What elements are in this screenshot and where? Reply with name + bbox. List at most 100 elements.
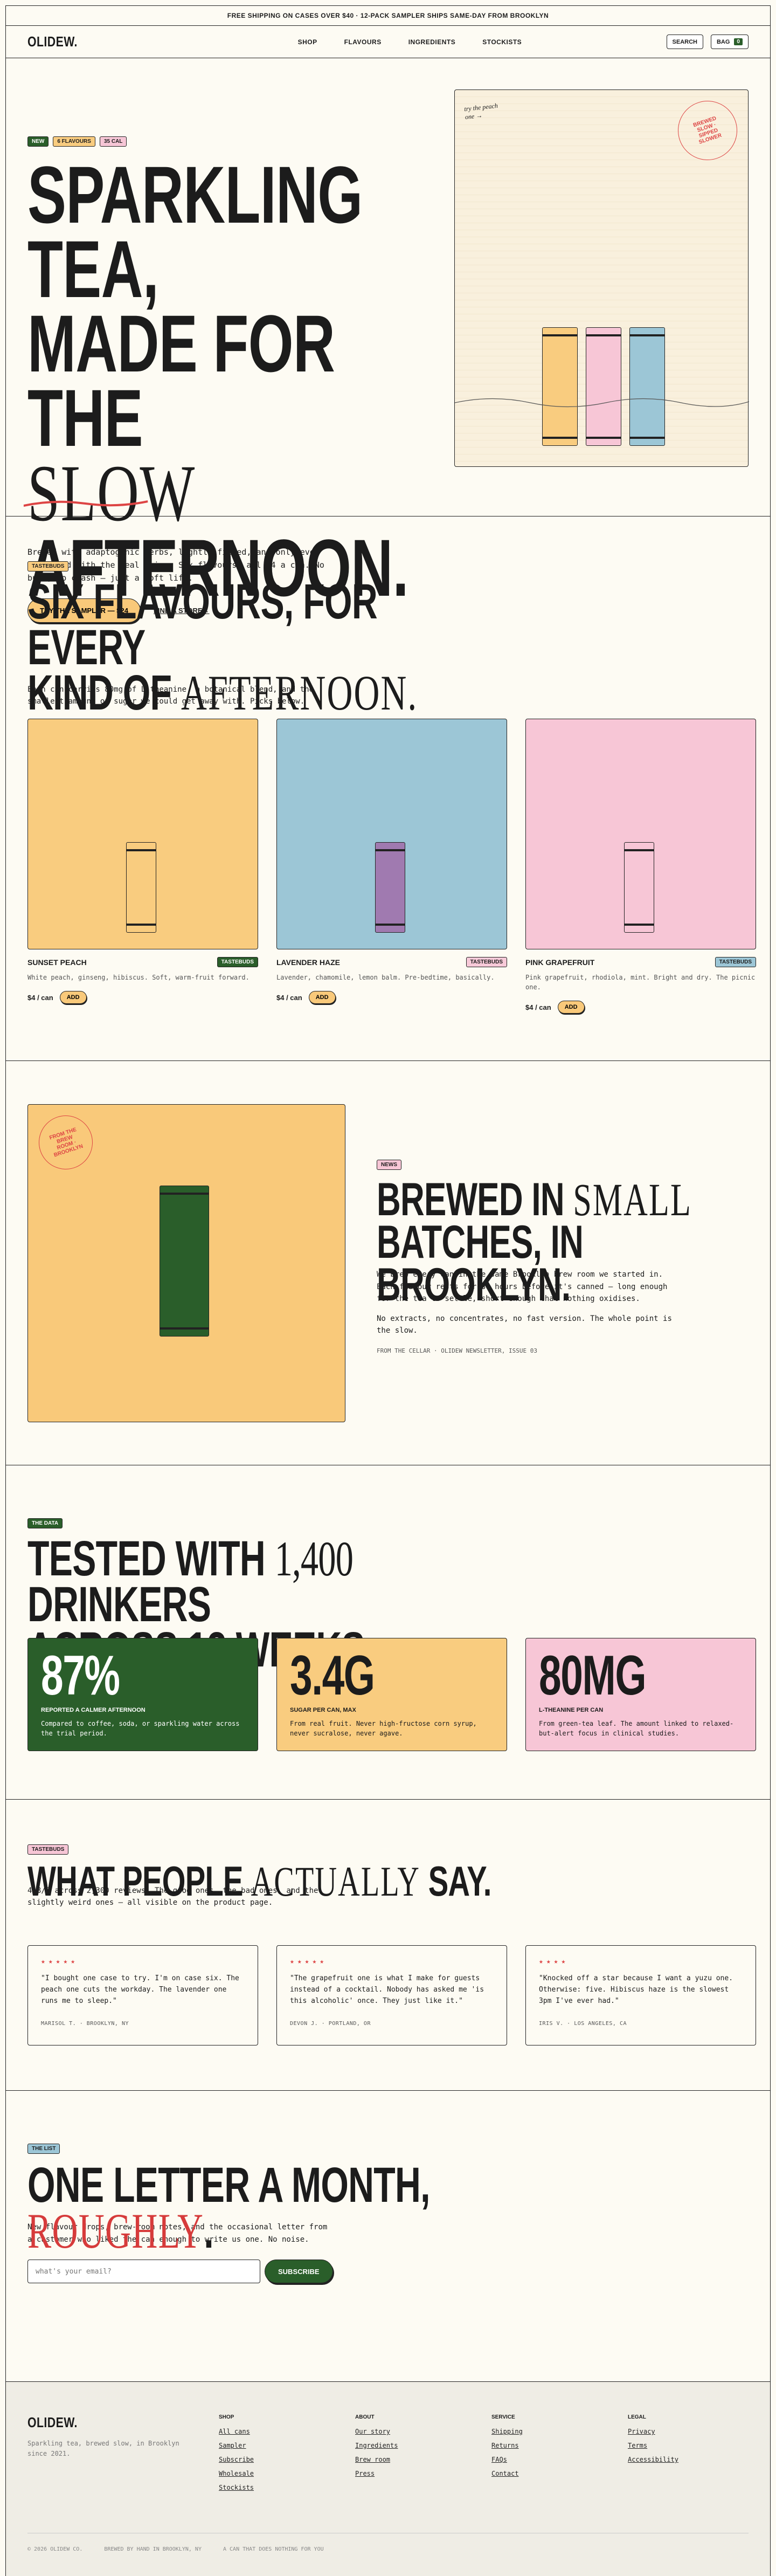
search-label: SEARCH — [672, 38, 697, 45]
email-field[interactable] — [27, 2260, 260, 2284]
footer-link[interactable]: Terms — [628, 2442, 648, 2449]
hero-section: NEW 6 FLAVOURS 35 CAL SPARKLING TEA, MAD… — [6, 58, 770, 623]
find-store-link[interactable]: FIND A STORE→ — [153, 607, 210, 615]
hero-title-line2: MADE FOR THE — [27, 298, 335, 463]
story-image: FROM THE BREW ROOM · BROOKLYN — [27, 1104, 345, 1422]
main-nav: SHOP FLAVOURS INGREDIENTS STOCKISTS — [298, 38, 522, 46]
newsletter-tag: THE LIST — [27, 2144, 60, 2154]
footer-link[interactable]: Brew room — [355, 2456, 391, 2463]
wave-icon — [455, 398, 749, 408]
flavour-card[interactable]: SUNSET PEACH TASTEBUDS White peach, ginse… — [27, 719, 258, 1014]
hero-illustration: try the peach one → BREWED SLOW · SIPPED… — [454, 89, 749, 467]
add-button[interactable]: ADD — [557, 1001, 585, 1014]
review-quote: "The grapefruit one is what I make for g… — [290, 1974, 484, 2005]
bag-button[interactable]: BAG 0 — [710, 35, 749, 49]
flavour-card-row: SUNSET PEACH TASTEBUDS — [27, 957, 258, 967]
footer-link[interactable]: Accessibility — [628, 2456, 678, 2463]
footer-link[interactable]: Subscribe — [219, 2456, 254, 2463]
footer-link[interactable]: Press — [355, 2470, 375, 2477]
flavour-card[interactable]: LAVENDER HAZE TASTEBUDS Lavender, chamomi… — [276, 719, 507, 1014]
newsletter-body: New flavour drops, brew-room notes, and … — [27, 2223, 328, 2244]
reviews-header: TASTEBUDS WHAT PEOPLE ACTUALLY SAY. 4.8/… — [27, 1843, 674, 1909]
stat-label: SUGAR PER CAN, MAX — [290, 1706, 356, 1713]
add-button[interactable]: ADD — [59, 991, 87, 1004]
hero-ctas: TRY THE SAMPLER — $24 FIND A STORE→ — [27, 598, 426, 623]
flavour-badge: TASTEBUDS — [217, 957, 258, 967]
underline-squiggle-icon — [23, 500, 148, 507]
footer-columns: SHOP All cans Sampler Subscribe Wholesal… — [219, 2414, 764, 2498]
star-rating-icon: ★★★★★ — [41, 1958, 79, 1966]
flavour-name: PINK GRAPEFRUIT — [525, 958, 595, 967]
footer-logo[interactable]: OLIDEW. — [27, 2414, 78, 2430]
footer-link[interactable]: Our story — [355, 2428, 391, 2435]
story-p2: No extracts, no concentrates, no fast ve… — [377, 1314, 672, 1335]
flavour-can — [126, 842, 156, 933]
logo[interactable]: OLIDEW. — [27, 33, 78, 50]
reviews-title-a: WHAT PEOPLE — [27, 1857, 243, 1905]
stat-value: 3.4G — [290, 1644, 375, 1707]
footer-link[interactable]: Contact — [491, 2470, 519, 2477]
footer-link[interactable]: Shipping — [491, 2428, 523, 2435]
can-peach — [542, 327, 578, 446]
flavour-badge: TASTEBUDS — [715, 957, 756, 967]
footer-link[interactable]: All cans — [219, 2428, 250, 2435]
flavour-card[interactable]: PINK GRAPEFRUIT TASTEBUDS Pink grapefruit… — [525, 719, 756, 1014]
flavours-section: TASTEBUDS SIX FLAVOURS, FOR EVERY KIND O… — [6, 516, 770, 1061]
tag-calories: 35 CAL — [99, 136, 127, 147]
flavour-can — [375, 842, 405, 933]
story-title-c: BATCHES, IN BROOKLYN. — [377, 1216, 584, 1311]
hero-title-line4: AFTERNOON. — [27, 522, 409, 613]
data-section: THE DATA TESTED WITH 1,400 DRINKERS ACRO… — [6, 1465, 770, 1800]
sampler-button[interactable]: TRY THE SAMPLER — $24 — [27, 598, 141, 623]
nav-flavours[interactable]: FLAVOURS — [344, 38, 382, 46]
flavours-title-b: KIND OF — [27, 665, 172, 721]
footer-link[interactable]: Returns — [491, 2442, 519, 2449]
newsletter-section: THE LIST ONE LETTER A MONTH, ROUGHLY. Ne… — [6, 2091, 770, 2382]
flavour-name: SUNSET PEACH — [27, 958, 87, 967]
story-tag: NEWS — [377, 1160, 401, 1170]
can-pink — [586, 327, 621, 446]
footer-link[interactable]: Ingredients — [355, 2442, 398, 2449]
footer-link[interactable]: Sampler — [219, 2442, 246, 2449]
hero-stamp: BREWED SLOW · SIPPED SLOWER — [670, 93, 745, 168]
flavour-name: LAVENDER HAZE — [276, 958, 340, 967]
flavour-price-row: $4 / can ADD — [525, 1001, 756, 1014]
story-title-b: SMALL — [573, 1174, 692, 1225]
nav-stockists[interactable]: STOCKISTS — [482, 38, 522, 46]
footer-link[interactable]: FAQs — [491, 2456, 507, 2463]
flavour-card-image — [276, 719, 507, 949]
review-card: ★★★★★ "I bought one case to try. I'm on … — [27, 1945, 258, 2045]
footer-brand: OLIDEW. Sparkling tea, brewed slow, in B… — [27, 2414, 189, 2459]
star-rating-icon: ★★★★★ — [290, 1958, 328, 1966]
footer-link[interactable]: Stockists — [219, 2484, 254, 2491]
subscribe-button[interactable]: SUBSCRIBE — [265, 2260, 333, 2284]
stat-value: 80MG — [539, 1644, 647, 1707]
footer-column-title: LEGAL — [628, 2414, 646, 2420]
review-author: IRIS V. · LOS ANGELES, CA — [539, 2021, 627, 2027]
hero-note: try the peach one → — [463, 101, 498, 121]
header-actions: SEARCH BAG 0 — [666, 35, 749, 49]
flavours-title: SIX FLAVOURS, FOR EVERY KIND OF AFTERNOO… — [27, 577, 493, 718]
hero-body: Brewed with adaptogenic herbs, lightly f… — [27, 547, 324, 583]
footer-link[interactable]: Wholesale — [219, 2470, 254, 2477]
footer-link[interactable]: Privacy — [628, 2428, 655, 2435]
data-title-c: DRINKERS — [27, 1576, 211, 1632]
stats-row: 87% REPORTED A CALMER AFTERNOON Compared… — [27, 1638, 756, 1751]
nav-ingredients[interactable]: INGREDIENTS — [408, 38, 456, 46]
hero-title: SPARKLING TEA, MADE FOR THE SLOW AFTERNO… — [23, 154, 409, 608]
story-fine: FROM THE CELLAR · OLIDEW NEWSLETTER, ISS… — [377, 1347, 538, 1355]
add-button[interactable]: ADD — [308, 991, 336, 1004]
review-quote: "I bought one case to try. I'm on case s… — [41, 1974, 239, 2005]
hero-title-slow: SLOW — [27, 449, 196, 538]
search-button[interactable]: SEARCH — [666, 35, 703, 49]
nav-shop[interactable]: SHOP — [297, 38, 317, 46]
flavour-card-image — [27, 719, 258, 949]
flavour-can — [624, 842, 654, 933]
reviews-title: WHAT PEOPLE ACTUALLY SAY. — [27, 1860, 493, 1903]
footer-column-title: ABOUT — [355, 2414, 375, 2420]
flavours-body: Each can carries 80mg of L-theanine, a b… — [27, 685, 314, 706]
newsletter-title: ONE LETTER A MONTH, ROUGHLY. — [27, 2160, 454, 2256]
review-cards: ★★★★★ "I bought one case to try. I'm on … — [27, 1945, 756, 2045]
flavour-price: $4 / can — [276, 993, 302, 1002]
stat-card: 3.4G SUGAR PER CAN, MAX From real fruit.… — [276, 1638, 507, 1751]
